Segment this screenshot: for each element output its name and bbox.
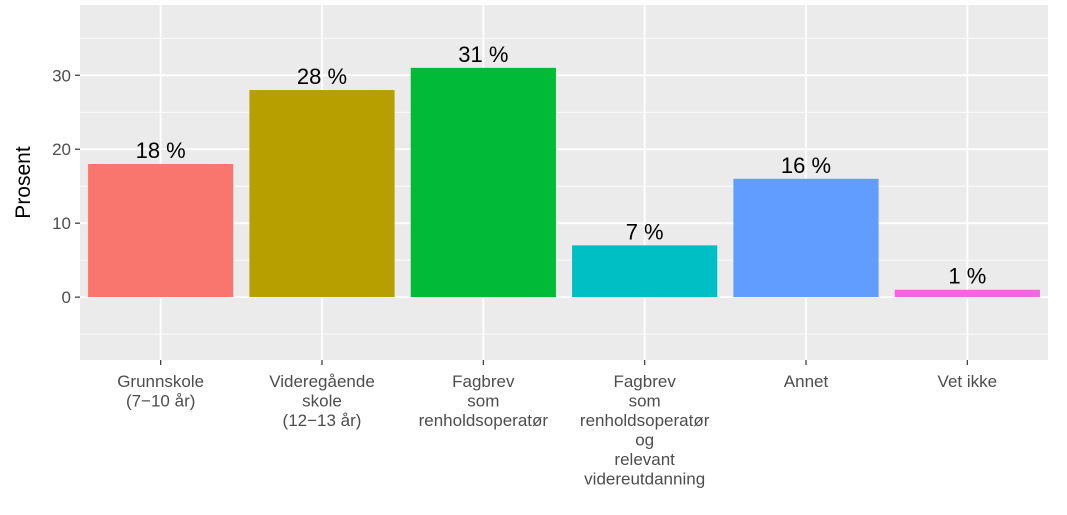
y-tick-label: 30	[52, 66, 71, 85]
y-axis: 0 10 20 30	[52, 66, 80, 307]
data-labels: 18 % 28 % 31 % 7 % 16 % 1 %	[136, 42, 987, 289]
bars	[88, 67, 1040, 298]
x-axis: Grunnskole (7−10 år) Videregående skole (12−…	[117, 360, 997, 489]
y-tick-label: 10	[52, 214, 71, 233]
x-tick-label: Vet ikke	[938, 372, 998, 391]
data-label: 16 %	[781, 153, 831, 178]
data-label: 7 %	[626, 219, 664, 244]
bar	[733, 178, 879, 298]
data-label: 18 %	[136, 138, 186, 163]
bar	[410, 67, 556, 298]
bar	[572, 245, 718, 298]
x-tick-label: Grunnskole (7−10 år)	[117, 372, 204, 411]
y-axis-title: Prosent	[12, 146, 35, 219]
x-tick-label: Videregående skole (12−13 år)	[269, 372, 375, 430]
data-label: 31 %	[458, 42, 508, 67]
bar	[249, 90, 395, 298]
data-label: 28 %	[297, 64, 347, 89]
plot-panel	[80, 5, 1048, 360]
bar	[894, 289, 1040, 298]
x-tick-label: Fagbrev som renholdsoperatør og relevant vide…	[580, 372, 710, 489]
minor-gridlines	[80, 37, 1048, 335]
bar	[88, 164, 234, 298]
x-tick-label: Fagbrev som renholdsoperatør	[419, 372, 549, 430]
data-label: 1 %	[948, 264, 986, 289]
y-tick-label: 20	[52, 140, 71, 159]
y-tick-label: 0	[62, 288, 71, 307]
x-tick-label: Annet	[784, 372, 829, 391]
